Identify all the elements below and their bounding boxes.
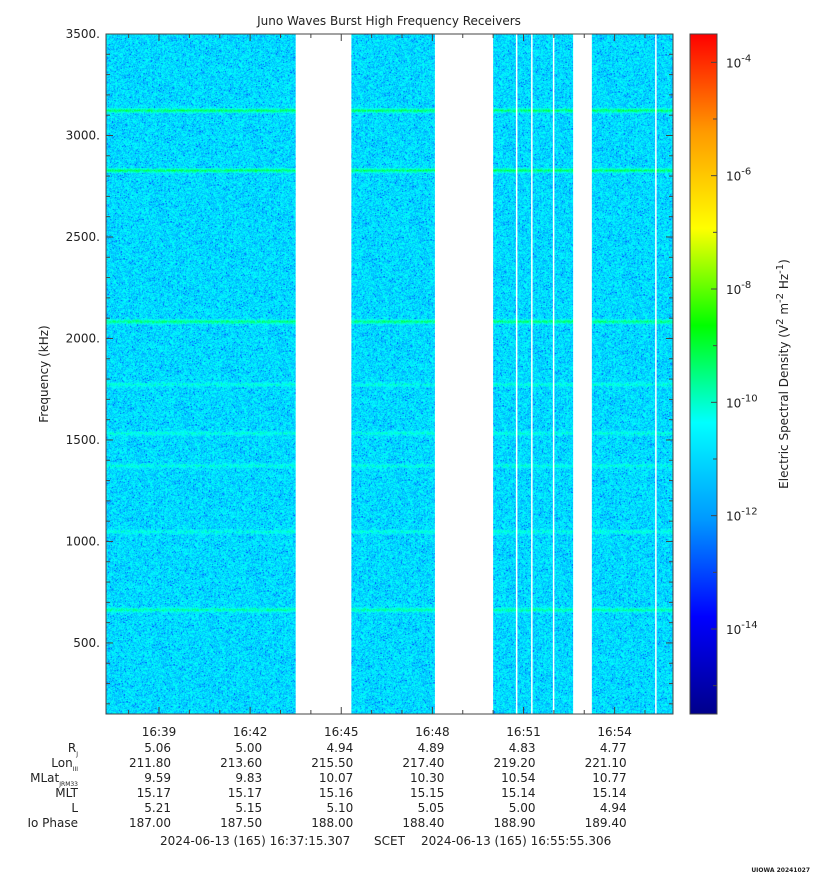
ephemeris-value: 4.89 (418, 741, 445, 755)
ephemeris-row-label: MLT (55, 786, 78, 800)
data-gap-line (515, 34, 518, 714)
data-gap (434, 34, 494, 714)
data-gap-line (338, 34, 341, 714)
ephemeris-value: 9.83 (235, 771, 262, 785)
data-gap-line (531, 34, 533, 714)
colorbar-tick-label: 10-12 (726, 507, 758, 524)
ephemeris-value: 5.00 (509, 801, 536, 815)
ephemeris-value: 189.40 (585, 816, 627, 830)
colorbar-ticks: 10-4 10-6 10-8 10-10 10-12 10-14 (711, 53, 758, 687)
ephemeris-value: 5.05 (418, 801, 445, 815)
ephemeris-value: 4.77 (600, 741, 627, 755)
ephemeris-value: 10.77 (592, 771, 626, 785)
ephemeris-value: 5.21 (144, 801, 171, 815)
ephemeris-value: 15.16 (319, 786, 353, 800)
ephemeris-value: 5.15 (235, 801, 262, 815)
ephemeris-value: 188.90 (494, 816, 536, 830)
ephemeris-value: 217.40 (402, 756, 444, 770)
ephemeris-value: 10.07 (319, 771, 353, 785)
colorbar-tick-label: 10-10 (726, 393, 758, 410)
ephemeris-value: 188.40 (402, 816, 444, 830)
ephemeris-value: 221.10 (585, 756, 627, 770)
x-tick-label: 16:45 (324, 725, 359, 739)
ephemeris-value: 10.30 (410, 771, 444, 785)
y-tick-label: 2500. (66, 230, 100, 244)
y-tick-label: 500. (73, 636, 100, 650)
x-tick-label: 16:42 (233, 725, 268, 739)
y-tick-label: 3500. (66, 27, 100, 41)
ephemeris-value: 187.50 (220, 816, 262, 830)
time-separator: SCET (374, 834, 406, 848)
ephemeris-value: 15.14 (592, 786, 626, 800)
ephemeris-value: 15.17 (228, 786, 262, 800)
credit-stamp: UIOWA 20241027 (751, 867, 810, 874)
data-gap (573, 34, 592, 714)
ephemeris-value: 5.06 (144, 741, 171, 755)
x-tick-label: 16:39 (142, 725, 177, 739)
ephemeris-value: 211.80 (129, 756, 171, 770)
y-tick-label: 1000. (66, 534, 100, 548)
ephemeris-value: 5.00 (235, 741, 262, 755)
data-gap-line (655, 34, 657, 714)
data-gaps (295, 34, 657, 714)
ephemeris-value: 187.00 (129, 816, 171, 830)
ephemeris-value: 219.20 (494, 756, 536, 770)
data-gap (295, 34, 352, 714)
y-tick-label: 1500. (66, 433, 100, 447)
ephemeris-value: 15.17 (137, 786, 171, 800)
y-tick-label: 3000. (66, 128, 100, 142)
plot-frame (105, 33, 674, 715)
ephemeris-row-label: LonIII (51, 756, 78, 773)
time-range: 2024-06-13 (165) 16:37:15.307 SCET 2024-… (160, 834, 611, 848)
ephemeris-row-label: Io Phase (27, 816, 78, 830)
time-start: 2024-06-13 (165) 16:37:15.307 (160, 834, 350, 848)
colorbar-tick-label: 10-14 (726, 620, 758, 637)
x-tick-label: 16:54 (597, 725, 632, 739)
colorbar-label: Electric Spectral Density (V2 m-2 Hz-1) (775, 259, 791, 489)
colorbar-tick-label: 10-4 (726, 53, 751, 70)
spectrogram-plot: 500. 1000. 1500. 2000. 2500. 3000. 3500. 16:39… (66, 27, 674, 739)
ephemeris-value: 4.94 (600, 801, 627, 815)
ephemeris-row-label: L (71, 801, 78, 815)
data-gap-line (552, 34, 555, 714)
y-axis-label: Frequency (kHz) (37, 325, 51, 422)
ephemeris-value: 15.15 (410, 786, 444, 800)
ephemeris-value: 4.94 (327, 741, 354, 755)
colorbar-tick-label: 10-8 (726, 280, 751, 297)
x-tick-label: 16:51 (506, 725, 541, 739)
ephemeris-value: 9.59 (144, 771, 171, 785)
x-axis: 16:39 16:42 16:45 16:48 16:51 16:54 (128, 34, 646, 739)
colorbar: 10-4 10-6 10-8 10-10 10-12 10-14 Electric Spe… (689, 33, 791, 715)
ephemeris-value: 215.50 (311, 756, 353, 770)
colorbar-gradient (689, 33, 718, 715)
y-tick-label: 2000. (66, 331, 100, 345)
ephemeris-row-label: RJ (68, 741, 78, 758)
ephemeris-value: 4.83 (509, 741, 536, 755)
chart-title: Juno Waves Burst High Frequency Receiver… (256, 14, 521, 28)
colorbar-tick-label: 10-6 (726, 167, 751, 184)
ephemeris-value: 5.10 (327, 801, 354, 815)
ephemeris-value: 213.60 (220, 756, 262, 770)
time-end: 2024-06-13 (165) 16:55:55.306 (421, 834, 611, 848)
y-axis: 500. 1000. 1500. 2000. 2500. 3000. 3500. (66, 27, 673, 705)
ephemeris-value: 188.00 (311, 816, 353, 830)
ephemeris-row-label: MLatJRM33 (30, 771, 78, 788)
x-tick-label: 16:48 (415, 725, 450, 739)
ephemeris-value: 15.14 (501, 786, 535, 800)
ephemeris-value: 10.54 (501, 771, 535, 785)
